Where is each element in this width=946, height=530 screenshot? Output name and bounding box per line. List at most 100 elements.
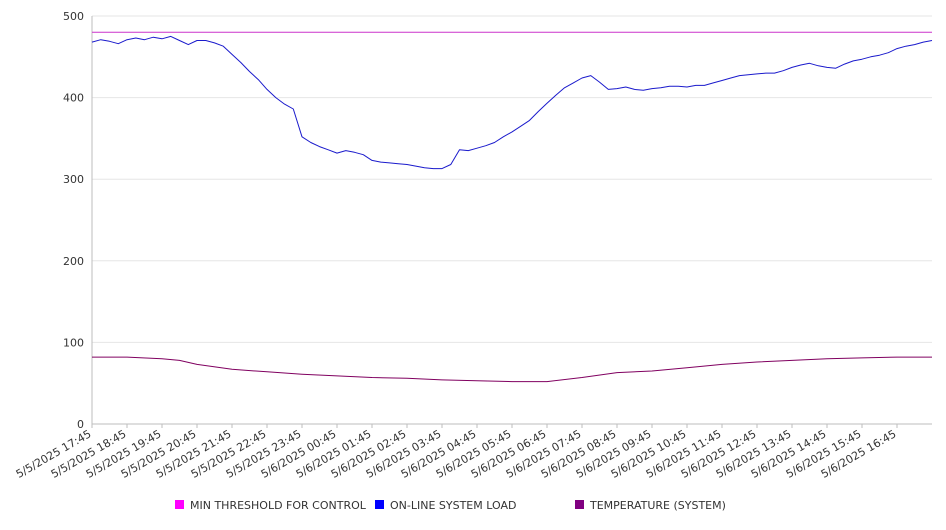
data-point <box>643 90 644 91</box>
data-point <box>616 88 617 89</box>
data-point <box>406 164 407 165</box>
data-point <box>161 358 162 359</box>
data-point <box>669 86 670 87</box>
legend-label: MIN THRESHOLD FOR CONTROL <box>190 499 367 512</box>
data-point <box>695 85 696 86</box>
data-point <box>240 62 241 63</box>
data-point <box>931 32 932 33</box>
data-point <box>730 77 731 78</box>
data-point <box>791 360 792 361</box>
data-point <box>118 43 119 44</box>
data-point <box>826 358 827 359</box>
data-point <box>415 166 416 167</box>
legend-item: TEMPERATURE (SYSTEM) <box>575 499 726 512</box>
data-point <box>266 89 267 90</box>
data-point <box>625 86 626 87</box>
data-point <box>538 111 539 112</box>
data-point <box>126 357 127 358</box>
data-point <box>721 364 722 365</box>
data-point <box>153 37 154 38</box>
data-point <box>721 80 722 81</box>
data-point <box>441 168 442 169</box>
data-point <box>231 54 232 55</box>
data-point <box>573 82 574 83</box>
data-point <box>511 131 512 132</box>
legend-swatch <box>575 500 584 509</box>
data-point <box>905 46 906 47</box>
data-point <box>494 142 495 143</box>
data-point <box>879 55 880 56</box>
data-point <box>345 150 346 151</box>
data-point <box>196 40 197 41</box>
data-point <box>328 149 329 150</box>
data-point <box>249 71 250 72</box>
data-point <box>835 68 836 69</box>
data-point <box>503 136 504 137</box>
x-axis-ticks: 5/5/2025 17:455/5/2025 18:455/5/2025 19:… <box>14 424 899 481</box>
y-tick-label: 300 <box>63 173 84 186</box>
data-point <box>818 65 819 66</box>
data-point <box>511 381 512 382</box>
data-point <box>336 375 337 376</box>
data-point <box>319 146 320 147</box>
data-point <box>870 56 871 57</box>
data-point <box>704 85 705 86</box>
data-point <box>774 73 775 74</box>
data-point <box>161 38 162 39</box>
data-point <box>826 67 827 68</box>
legend: MIN THRESHOLD FOR CONTROL ON-LINE SYSTEM … <box>175 499 726 512</box>
data-point <box>459 149 460 150</box>
data-point <box>686 367 687 368</box>
data-point <box>91 32 92 33</box>
data-point <box>380 162 381 163</box>
data-point <box>389 162 390 163</box>
data-point <box>546 103 547 104</box>
legend-label: ON-LINE SYSTEM LOAD <box>390 499 516 512</box>
axes <box>91 16 932 425</box>
data-point <box>214 42 215 43</box>
data-point <box>109 41 110 42</box>
data-point <box>581 77 582 78</box>
data-point <box>686 86 687 87</box>
data-point <box>529 120 530 121</box>
data-point <box>651 88 652 89</box>
data-point <box>179 360 180 361</box>
data-point <box>433 168 434 169</box>
data-point <box>468 150 469 151</box>
data-point <box>371 377 372 378</box>
data-point <box>371 160 372 161</box>
data-point <box>301 136 302 137</box>
data-point <box>485 145 486 146</box>
data-point <box>923 42 924 43</box>
data-point <box>275 97 276 98</box>
data-point <box>310 142 311 143</box>
legend-label: TEMPERATURE (SYSTEM) <box>589 499 726 512</box>
y-tick-label: 500 <box>63 10 84 23</box>
data-point <box>144 39 145 40</box>
y-tick-label: 100 <box>63 336 84 349</box>
data-point <box>450 164 451 165</box>
data-point <box>293 108 294 109</box>
data-point <box>914 44 915 45</box>
grid-lines <box>92 15 932 343</box>
series-line-2 <box>92 356 932 383</box>
data-point <box>616 372 617 373</box>
data-point <box>91 357 92 358</box>
legend-item: ON-LINE SYSTEM LOAD <box>375 499 516 512</box>
data-point <box>853 60 854 61</box>
data-point <box>266 371 267 372</box>
data-point <box>91 42 92 43</box>
y-axis-ticks: 0 100 200 300 400 500 <box>63 10 84 431</box>
data-point <box>861 357 862 358</box>
data-point <box>765 73 766 74</box>
data-point <box>363 154 364 155</box>
data-point <box>809 63 810 64</box>
data-point <box>634 89 635 90</box>
data-point <box>608 89 609 90</box>
data-point <box>398 163 399 164</box>
y-tick-label: 0 <box>77 418 84 431</box>
data-point <box>590 75 591 76</box>
data-point <box>441 379 442 380</box>
